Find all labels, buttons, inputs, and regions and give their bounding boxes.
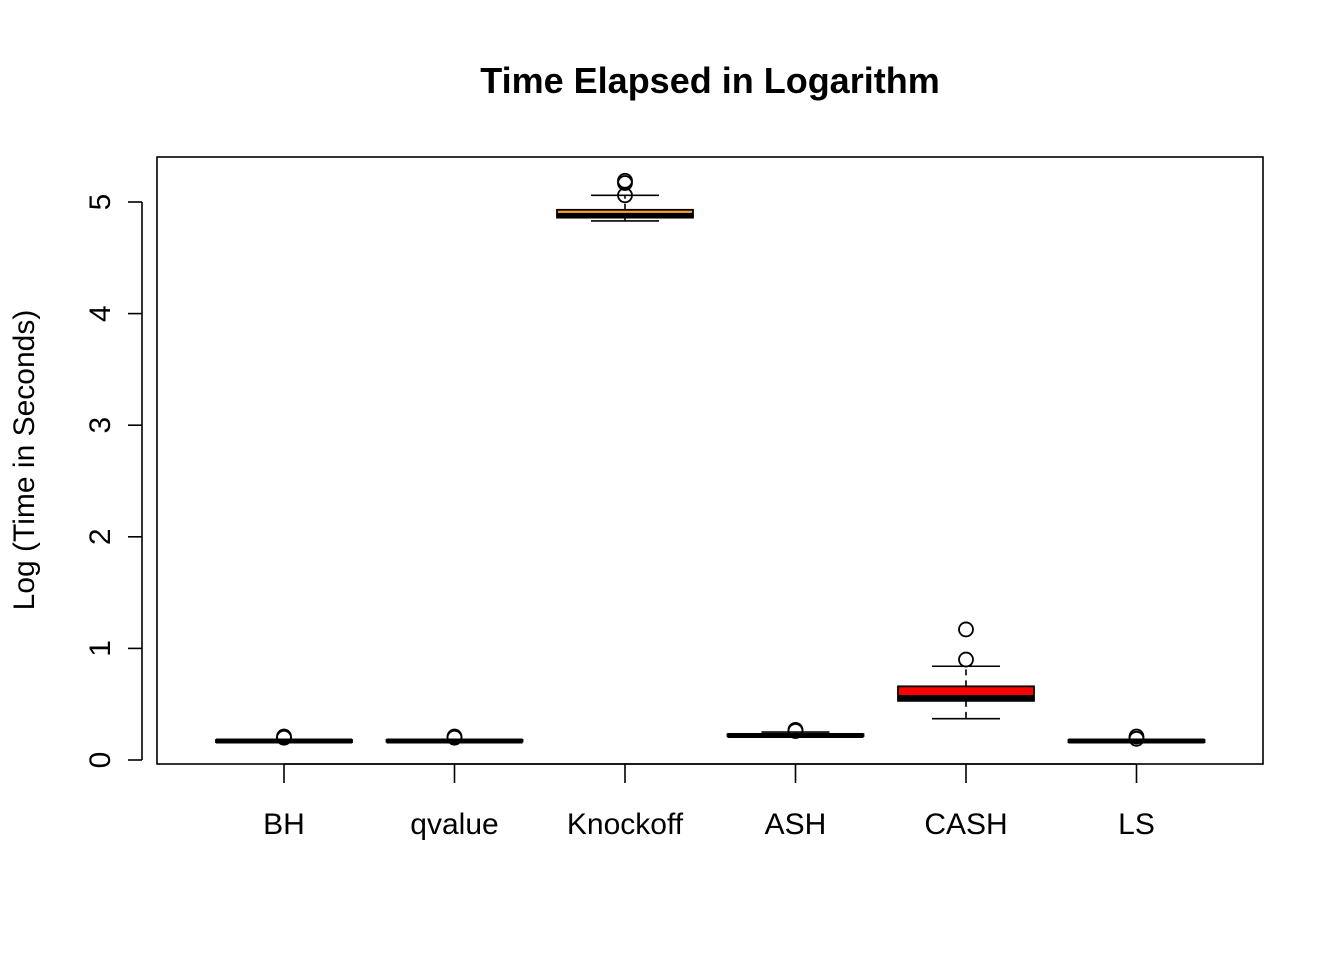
y-axis-label: Log (Time in Seconds) (8, 310, 41, 611)
outlier-point (617, 172, 633, 189)
x-tick-label: ASH (765, 808, 827, 841)
x-tick-label: CASH (924, 808, 1007, 841)
x-tick-label: qvalue (410, 808, 498, 841)
x-tick-label: Knockoff (567, 808, 684, 841)
box-Knockoff (556, 172, 694, 222)
x-axis: BH qvalue Knockoff ASH CASH LS (263, 763, 1155, 841)
boxes-group (215, 172, 1206, 747)
x-tick-label: BH (263, 808, 305, 841)
outlier-point (958, 621, 974, 638)
plot-frame (156, 156, 1264, 765)
y-axis: 0 1 2 3 4 5 (84, 194, 143, 769)
outlier-point (1128, 728, 1145, 745)
y-tick-label: 4 (84, 305, 117, 322)
y-tick-label: 5 (84, 194, 117, 211)
box-BH (215, 728, 353, 746)
box-ASH (726, 721, 865, 739)
y-tick-label: 1 (84, 640, 117, 657)
chart-title: Time Elapsed in Logarithm (480, 60, 939, 101)
box-qvalue (385, 728, 524, 746)
box-LS (1067, 728, 1206, 747)
outlier-point (787, 721, 804, 738)
y-tick-label: 0 (84, 752, 117, 769)
y-tick-label: 2 (84, 528, 117, 545)
outlier-point (958, 651, 974, 668)
outlier-point (446, 728, 463, 745)
y-tick-label: 3 (84, 417, 117, 434)
x-tick-label: LS (1118, 808, 1155, 841)
outlier-point (276, 728, 292, 745)
box-CASH (897, 621, 1035, 720)
